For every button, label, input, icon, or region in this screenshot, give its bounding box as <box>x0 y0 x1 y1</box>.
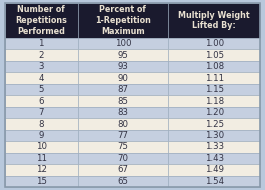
Text: 1.54: 1.54 <box>205 177 224 186</box>
Bar <box>78 61 168 72</box>
Bar <box>168 84 260 95</box>
Bar <box>5 130 78 141</box>
Bar <box>168 49 260 61</box>
Bar <box>168 107 260 118</box>
Text: 11: 11 <box>36 154 47 163</box>
Text: 1.33: 1.33 <box>205 142 224 151</box>
Text: 1.08: 1.08 <box>205 62 224 71</box>
Text: 6: 6 <box>38 97 44 106</box>
Text: 1.43: 1.43 <box>205 154 224 163</box>
Bar <box>5 3 78 38</box>
Bar <box>78 153 168 164</box>
Text: 100: 100 <box>115 39 131 48</box>
Bar <box>168 3 260 38</box>
Text: 1: 1 <box>38 39 44 48</box>
Text: 1.30: 1.30 <box>205 131 224 140</box>
Text: 1.15: 1.15 <box>205 85 224 94</box>
Text: 65: 65 <box>117 177 129 186</box>
Text: 2: 2 <box>38 51 44 60</box>
Text: 10: 10 <box>36 142 47 151</box>
Text: 8: 8 <box>38 120 44 129</box>
Text: Number of
Repetitions
Performed: Number of Repetitions Performed <box>15 5 67 36</box>
Text: 5: 5 <box>38 85 44 94</box>
Text: 83: 83 <box>117 108 129 117</box>
Text: 9: 9 <box>38 131 44 140</box>
Text: 93: 93 <box>117 62 128 71</box>
Text: 90: 90 <box>117 74 128 83</box>
Bar <box>78 49 168 61</box>
Bar <box>168 130 260 141</box>
Bar <box>5 107 78 118</box>
Text: 1.05: 1.05 <box>205 51 224 60</box>
Text: 70: 70 <box>117 154 129 163</box>
Text: 1.11: 1.11 <box>205 74 224 83</box>
Bar <box>78 141 168 153</box>
Bar <box>168 141 260 153</box>
Bar <box>78 130 168 141</box>
Text: 87: 87 <box>117 85 129 94</box>
Text: 85: 85 <box>117 97 129 106</box>
Bar <box>78 107 168 118</box>
Bar <box>168 38 260 49</box>
Bar <box>78 95 168 107</box>
Text: 1.20: 1.20 <box>205 108 224 117</box>
Bar <box>168 176 260 187</box>
Bar <box>5 176 78 187</box>
Bar <box>78 38 168 49</box>
Bar <box>5 118 78 130</box>
Text: 1.18: 1.18 <box>205 97 224 106</box>
Text: 7: 7 <box>38 108 44 117</box>
Bar <box>78 84 168 95</box>
Bar <box>78 176 168 187</box>
Bar <box>5 61 78 72</box>
Text: 1.49: 1.49 <box>205 165 224 174</box>
Bar <box>168 164 260 176</box>
Bar <box>5 141 78 153</box>
Text: 1.25: 1.25 <box>205 120 224 129</box>
Bar <box>5 38 78 49</box>
Bar <box>5 72 78 84</box>
Bar <box>168 118 260 130</box>
Text: 3: 3 <box>38 62 44 71</box>
Text: 12: 12 <box>36 165 47 174</box>
Text: 77: 77 <box>117 131 129 140</box>
Bar <box>5 95 78 107</box>
Bar <box>5 49 78 61</box>
Text: 4: 4 <box>38 74 44 83</box>
Bar <box>5 84 78 95</box>
Bar <box>78 3 168 38</box>
Text: 15: 15 <box>36 177 47 186</box>
Bar <box>5 164 78 176</box>
Bar <box>78 164 168 176</box>
Text: 1.00: 1.00 <box>205 39 224 48</box>
Text: 75: 75 <box>117 142 129 151</box>
Bar <box>168 153 260 164</box>
Bar <box>78 118 168 130</box>
Text: Multiply Weight
Lifted By:: Multiply Weight Lifted By: <box>178 11 250 30</box>
Bar <box>168 72 260 84</box>
Text: 67: 67 <box>117 165 129 174</box>
Text: 80: 80 <box>117 120 129 129</box>
Text: 95: 95 <box>117 51 128 60</box>
Bar <box>168 61 260 72</box>
Text: Percent of
1-Repetition
Maximum: Percent of 1-Repetition Maximum <box>95 5 151 36</box>
Bar <box>5 153 78 164</box>
Bar <box>78 72 168 84</box>
Bar <box>168 95 260 107</box>
